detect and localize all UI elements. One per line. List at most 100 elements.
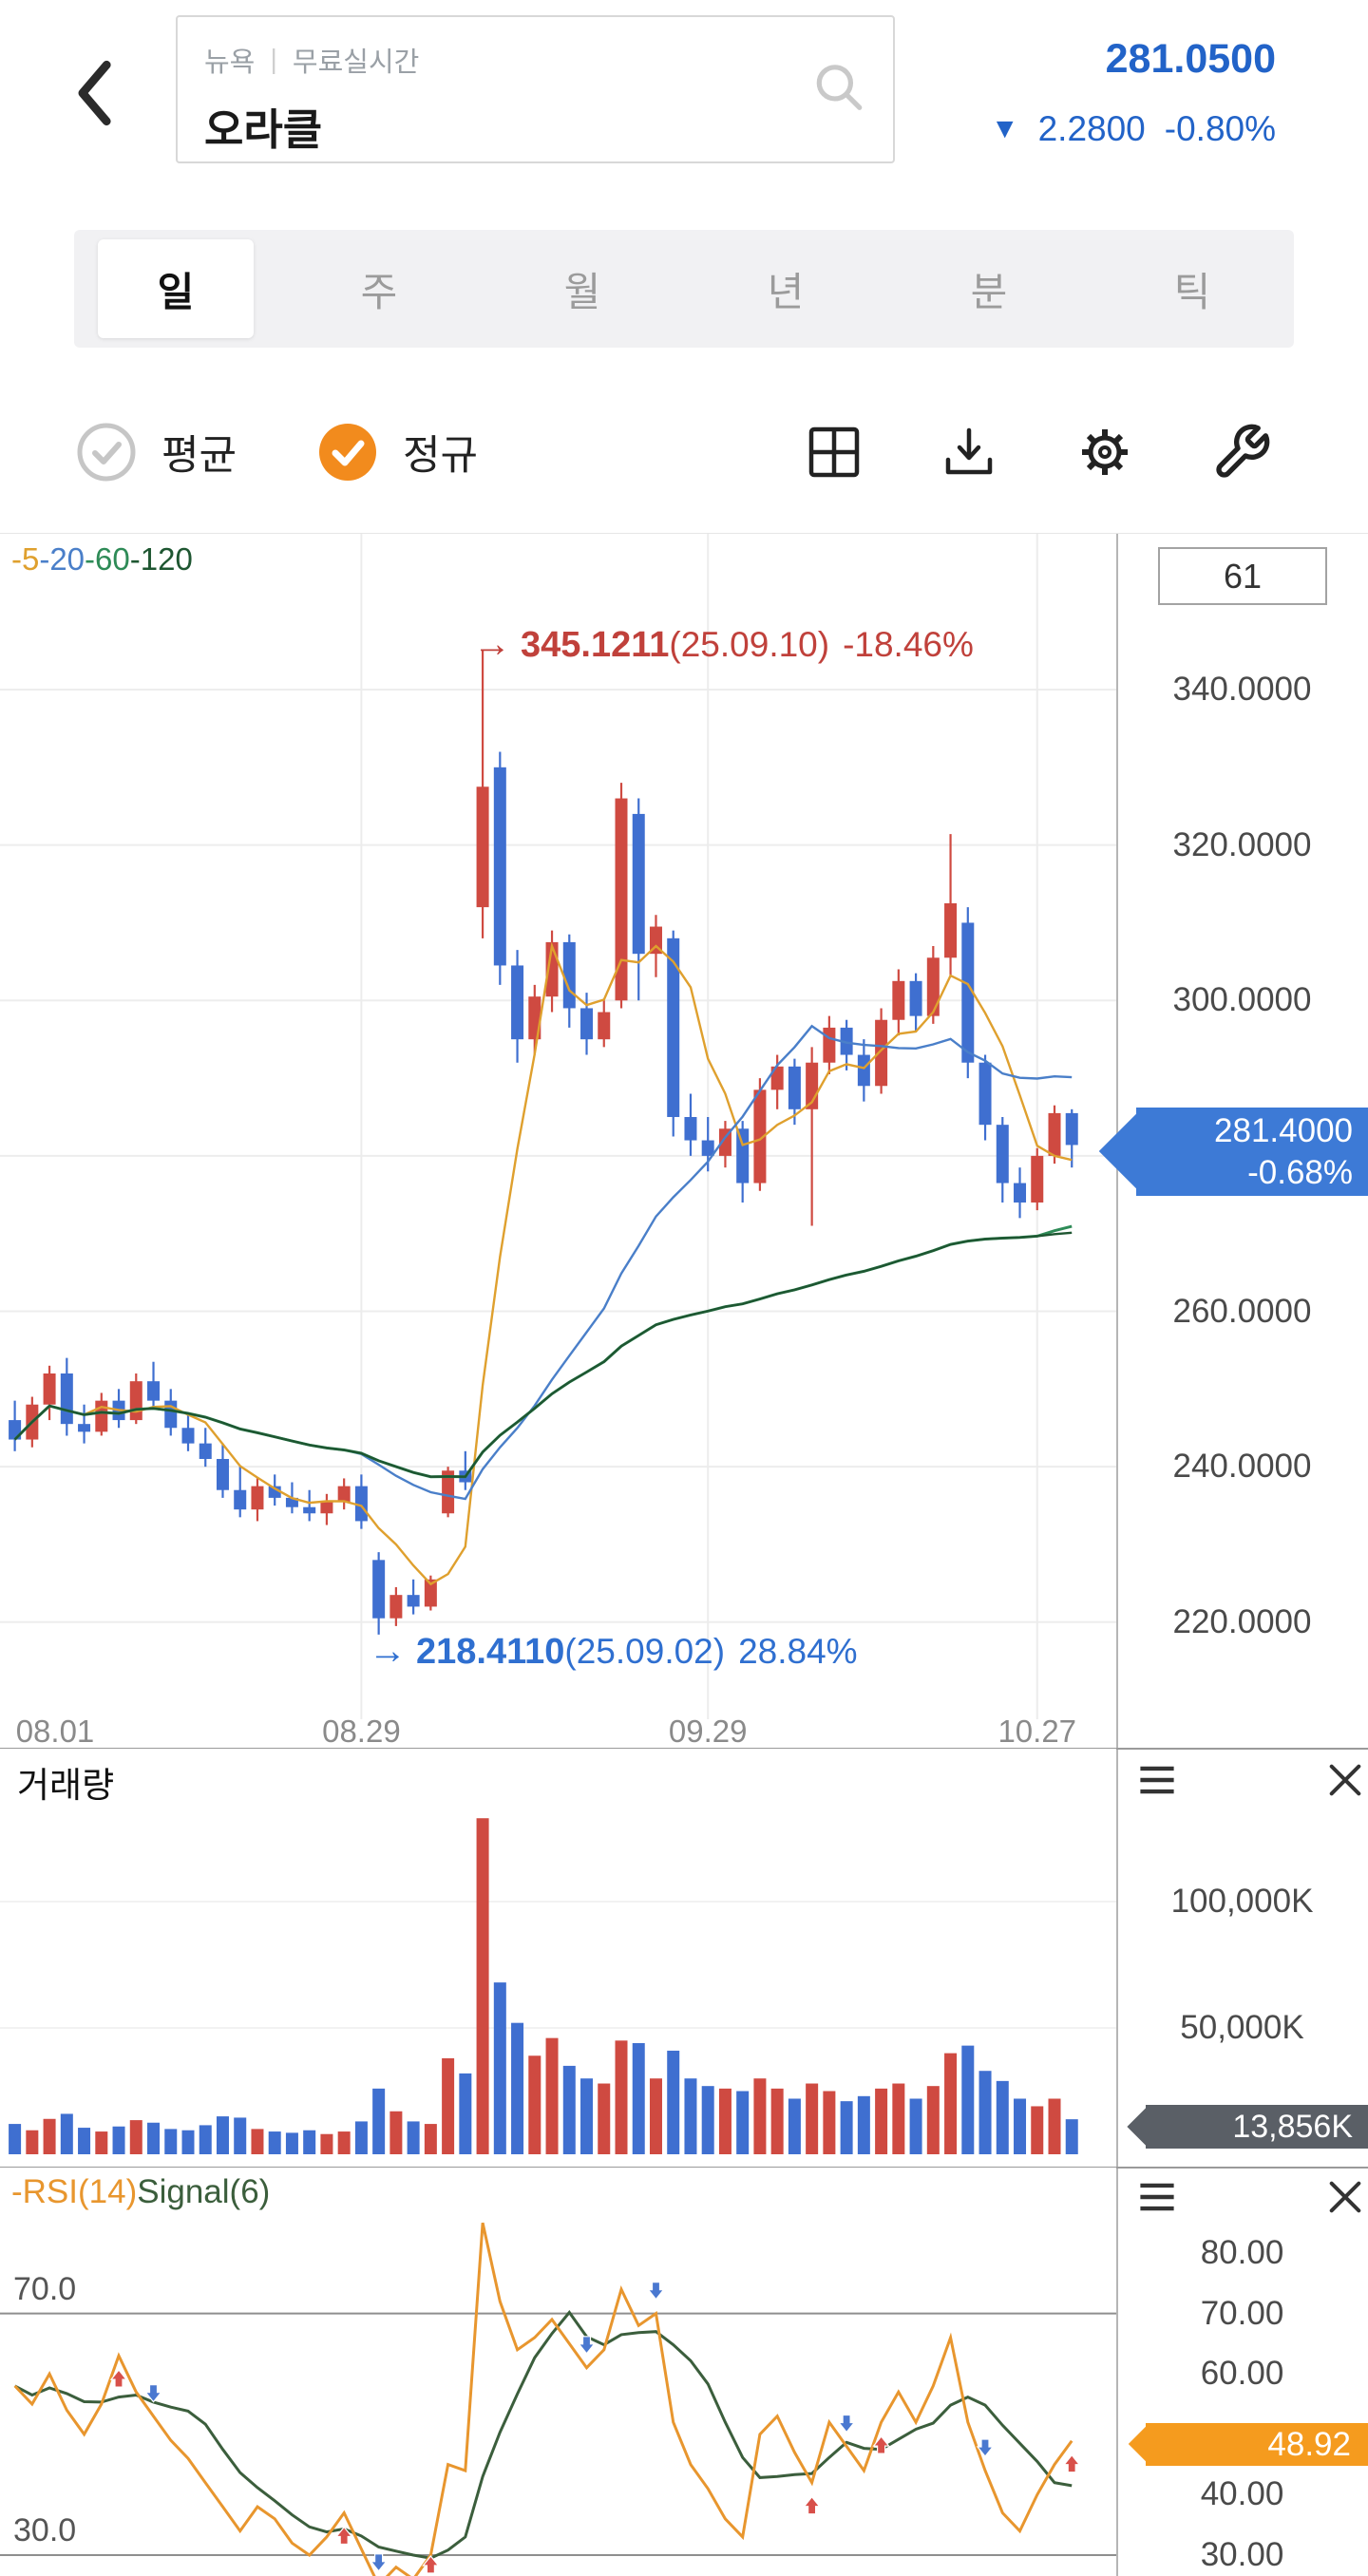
volume-bar: [996, 2080, 1009, 2154]
candlestick-chart[interactable]: 08.01 08.29 09.29 10.27: [0, 534, 1116, 1749]
candle: [615, 783, 628, 1009]
price-axis-tick: 260.0000: [1172, 1292, 1312, 1330]
volume-bar: [545, 2037, 559, 2154]
candle: [1048, 1105, 1061, 1165]
signal-line: [13, 2310, 1073, 2560]
candle: [303, 1489, 316, 1522]
candle: [909, 973, 922, 1032]
candle: [944, 834, 958, 977]
rsi-badge-value: 48.92: [1267, 2426, 1351, 2463]
badge-percent: -0.68%: [1247, 1154, 1353, 1191]
high-annotation: → 345.1211(25.09.10) -18.46%: [473, 623, 974, 666]
candle: [580, 993, 594, 1055]
rsi-line: [13, 2222, 1074, 2576]
candle: [372, 1552, 386, 1635]
candle: [442, 1467, 455, 1518]
tab-week[interactable]: 주: [360, 269, 398, 314]
candle: [978, 1054, 992, 1141]
change-percent: -0.80%: [1164, 109, 1276, 148]
candle: [632, 798, 645, 1001]
signal-legend-label: Signal(6): [137, 2173, 271, 2210]
tab-minute[interactable]: 분: [970, 269, 1008, 314]
volume-bar: [701, 2086, 714, 2154]
tools-button[interactable]: [1211, 422, 1272, 483]
rsi-legend-label: -RSI(14): [11, 2173, 138, 2210]
tab-month[interactable]: 월: [563, 269, 601, 314]
regular-label: 정규: [403, 433, 479, 479]
volume-bar: [60, 2113, 73, 2154]
volume-close-button[interactable]: [1324, 1759, 1366, 1801]
settings-button[interactable]: [1074, 422, 1135, 483]
rsi-axis-tick: 70.00: [1200, 2294, 1284, 2332]
volume-bar: [875, 2088, 888, 2154]
volume-bar: [78, 2128, 91, 2154]
volume-menu-button[interactable]: [1136, 1759, 1178, 1801]
candle: [320, 1493, 333, 1525]
regular-toggle[interactable]: 정규: [317, 422, 478, 483]
rsi-axis-tick: 30.00: [1200, 2536, 1284, 2573]
rsi-axis-tick: 80.00: [1200, 2234, 1284, 2271]
volume-bar: [354, 2121, 368, 2154]
volume-bar: [407, 2121, 420, 2154]
right-arrow-icon: →: [473, 623, 511, 665]
tab-year[interactable]: 년: [767, 269, 805, 314]
symbol-search-box[interactable]: 뉴욕 | 무료실시간 오라클: [176, 15, 895, 163]
volume-chart[interactable]: [0, 1749, 1116, 2168]
badge-price: 281.4000: [1214, 1112, 1353, 1149]
volume-bar: [1031, 2106, 1044, 2154]
change-value: 2.2800: [1037, 109, 1146, 148]
volume-bar: [770, 2088, 784, 2154]
candle: [598, 1000, 611, 1048]
volume-bar: [129, 2120, 142, 2154]
rsi-badge: 48.92: [1128, 2423, 1368, 2466]
rsi-close-button[interactable]: [1324, 2176, 1366, 2218]
ma-legend: -5-20-60-120: [11, 541, 193, 578]
candle: [996, 1116, 1009, 1203]
ma-line-120: [13, 1231, 1073, 1478]
rsi-menu-button[interactable]: [1136, 2176, 1178, 2218]
badge-notch: [1128, 2423, 1169, 2465]
back-button[interactable]: [66, 49, 122, 137]
volume-bar: [840, 2101, 853, 2154]
sell-signal-marker: [144, 2384, 162, 2403]
search-icon[interactable]: [811, 60, 866, 120]
low-value: 218.4110: [416, 1632, 565, 1672]
multi-chart-button[interactable]: [804, 422, 864, 483]
volume-bar: [285, 2132, 298, 2154]
volume-bar: [112, 2126, 125, 2154]
volume-bar: [1048, 2098, 1061, 2154]
volume-badge-value: 13,856K: [1232, 2109, 1353, 2145]
current-price: 281.0500: [1105, 36, 1276, 82]
ma-line-5: [13, 941, 1073, 1586]
candle: [1065, 1108, 1078, 1168]
ma-line-20: [13, 1024, 1073, 1501]
volume-badge: 13,856K: [1127, 2105, 1368, 2149]
sell-signal-marker: [647, 2282, 665, 2301]
volume-bar: [147, 2122, 161, 2154]
volume-bar: [788, 2098, 801, 2154]
close-icon: [1329, 1764, 1361, 1796]
volume-bar: [442, 2057, 455, 2154]
rsi-axis-tick: 40.00: [1200, 2475, 1284, 2513]
candle: [788, 1058, 801, 1126]
volume-bar: [1065, 2119, 1078, 2154]
sell-signal-marker: [837, 2414, 856, 2434]
candle: [60, 1357, 73, 1436]
candle: [753, 1078, 767, 1191]
candle: [78, 1404, 91, 1444]
rsi-legend: -RSI(14)Signal(6): [11, 2173, 270, 2211]
rsi-chart[interactable]: [0, 2168, 1116, 2576]
download-button[interactable]: [939, 422, 999, 483]
x-axis-label: 08.29: [322, 1714, 401, 1749]
tab-day[interactable]: 일: [74, 230, 277, 348]
candle: [1031, 1147, 1044, 1211]
volume-bar: [181, 2130, 195, 2154]
price-axis-tick: 320.0000: [1172, 825, 1312, 863]
axis-divider: [1116, 534, 1118, 2576]
average-toggle[interactable]: 평균: [76, 422, 237, 483]
bar-count-box: 61: [1158, 547, 1327, 605]
market-label: 뉴욕: [204, 47, 256, 78]
volume-bar: [9, 2124, 22, 2154]
tab-tick[interactable]: 틱: [1173, 269, 1211, 314]
